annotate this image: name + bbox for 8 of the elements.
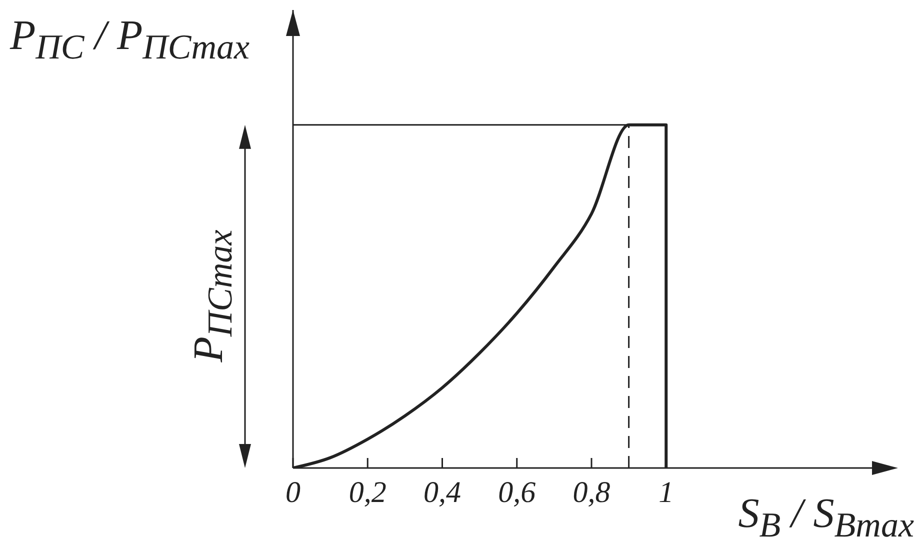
- x-tick-label: 1: [658, 476, 674, 509]
- y-axis-title: P$_{ПС}$ / P$_{ПСmax}$: [10, 12, 250, 68]
- x-tick-label: 0,4: [424, 476, 461, 509]
- x-axis-title: S$_{B}$ / S$_{Bmax}$: [738, 490, 914, 546]
- x-tick-label: 0: [286, 476, 300, 509]
- x-tick-label: 0,6: [498, 476, 536, 509]
- x-tick-label: 0,2: [348, 476, 386, 509]
- x-tick-label: 0,8: [572, 476, 610, 509]
